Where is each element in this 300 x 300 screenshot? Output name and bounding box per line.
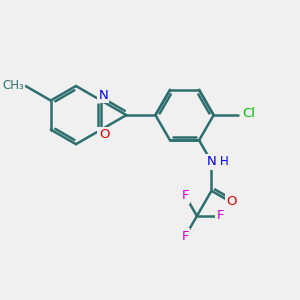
Text: N: N xyxy=(98,89,108,102)
Text: N: N xyxy=(207,155,216,168)
Text: CH₃: CH₃ xyxy=(2,79,24,92)
Text: F: F xyxy=(182,189,189,202)
Text: O: O xyxy=(226,195,237,208)
Text: Cl: Cl xyxy=(243,107,256,120)
Text: O: O xyxy=(99,128,109,141)
Text: F: F xyxy=(216,209,224,223)
Text: H: H xyxy=(220,154,228,168)
Text: F: F xyxy=(182,230,189,243)
